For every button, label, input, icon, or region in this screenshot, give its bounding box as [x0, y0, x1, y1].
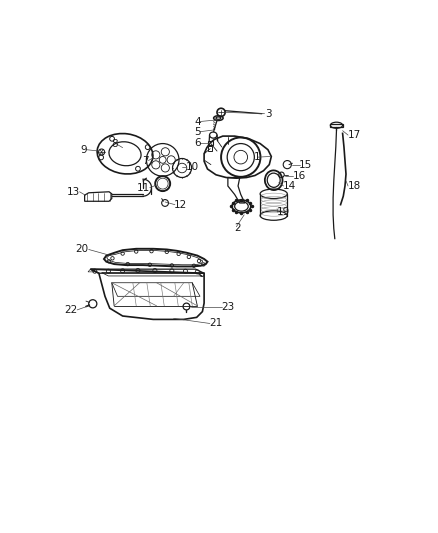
- Text: 8: 8: [111, 139, 117, 149]
- Text: 4: 4: [194, 117, 201, 126]
- Text: 6: 6: [194, 138, 201, 148]
- Text: 17: 17: [347, 130, 360, 140]
- Text: 14: 14: [283, 181, 296, 191]
- Text: 2: 2: [235, 223, 241, 233]
- Text: 20: 20: [75, 245, 88, 254]
- Text: 1: 1: [253, 152, 260, 162]
- Text: 15: 15: [299, 159, 312, 169]
- Text: 19: 19: [277, 207, 290, 217]
- Text: 16: 16: [293, 171, 306, 181]
- Text: 12: 12: [174, 200, 187, 209]
- Text: 11: 11: [137, 183, 151, 193]
- Text: 10: 10: [185, 163, 198, 172]
- Text: 7: 7: [142, 156, 149, 166]
- Text: 23: 23: [221, 302, 234, 312]
- Text: 3: 3: [265, 109, 272, 119]
- Text: 22: 22: [64, 305, 78, 315]
- Text: 9: 9: [80, 144, 87, 155]
- Text: 13: 13: [67, 187, 80, 197]
- Text: 18: 18: [347, 181, 360, 191]
- Text: 5: 5: [194, 127, 201, 136]
- Text: 21: 21: [209, 319, 223, 328]
